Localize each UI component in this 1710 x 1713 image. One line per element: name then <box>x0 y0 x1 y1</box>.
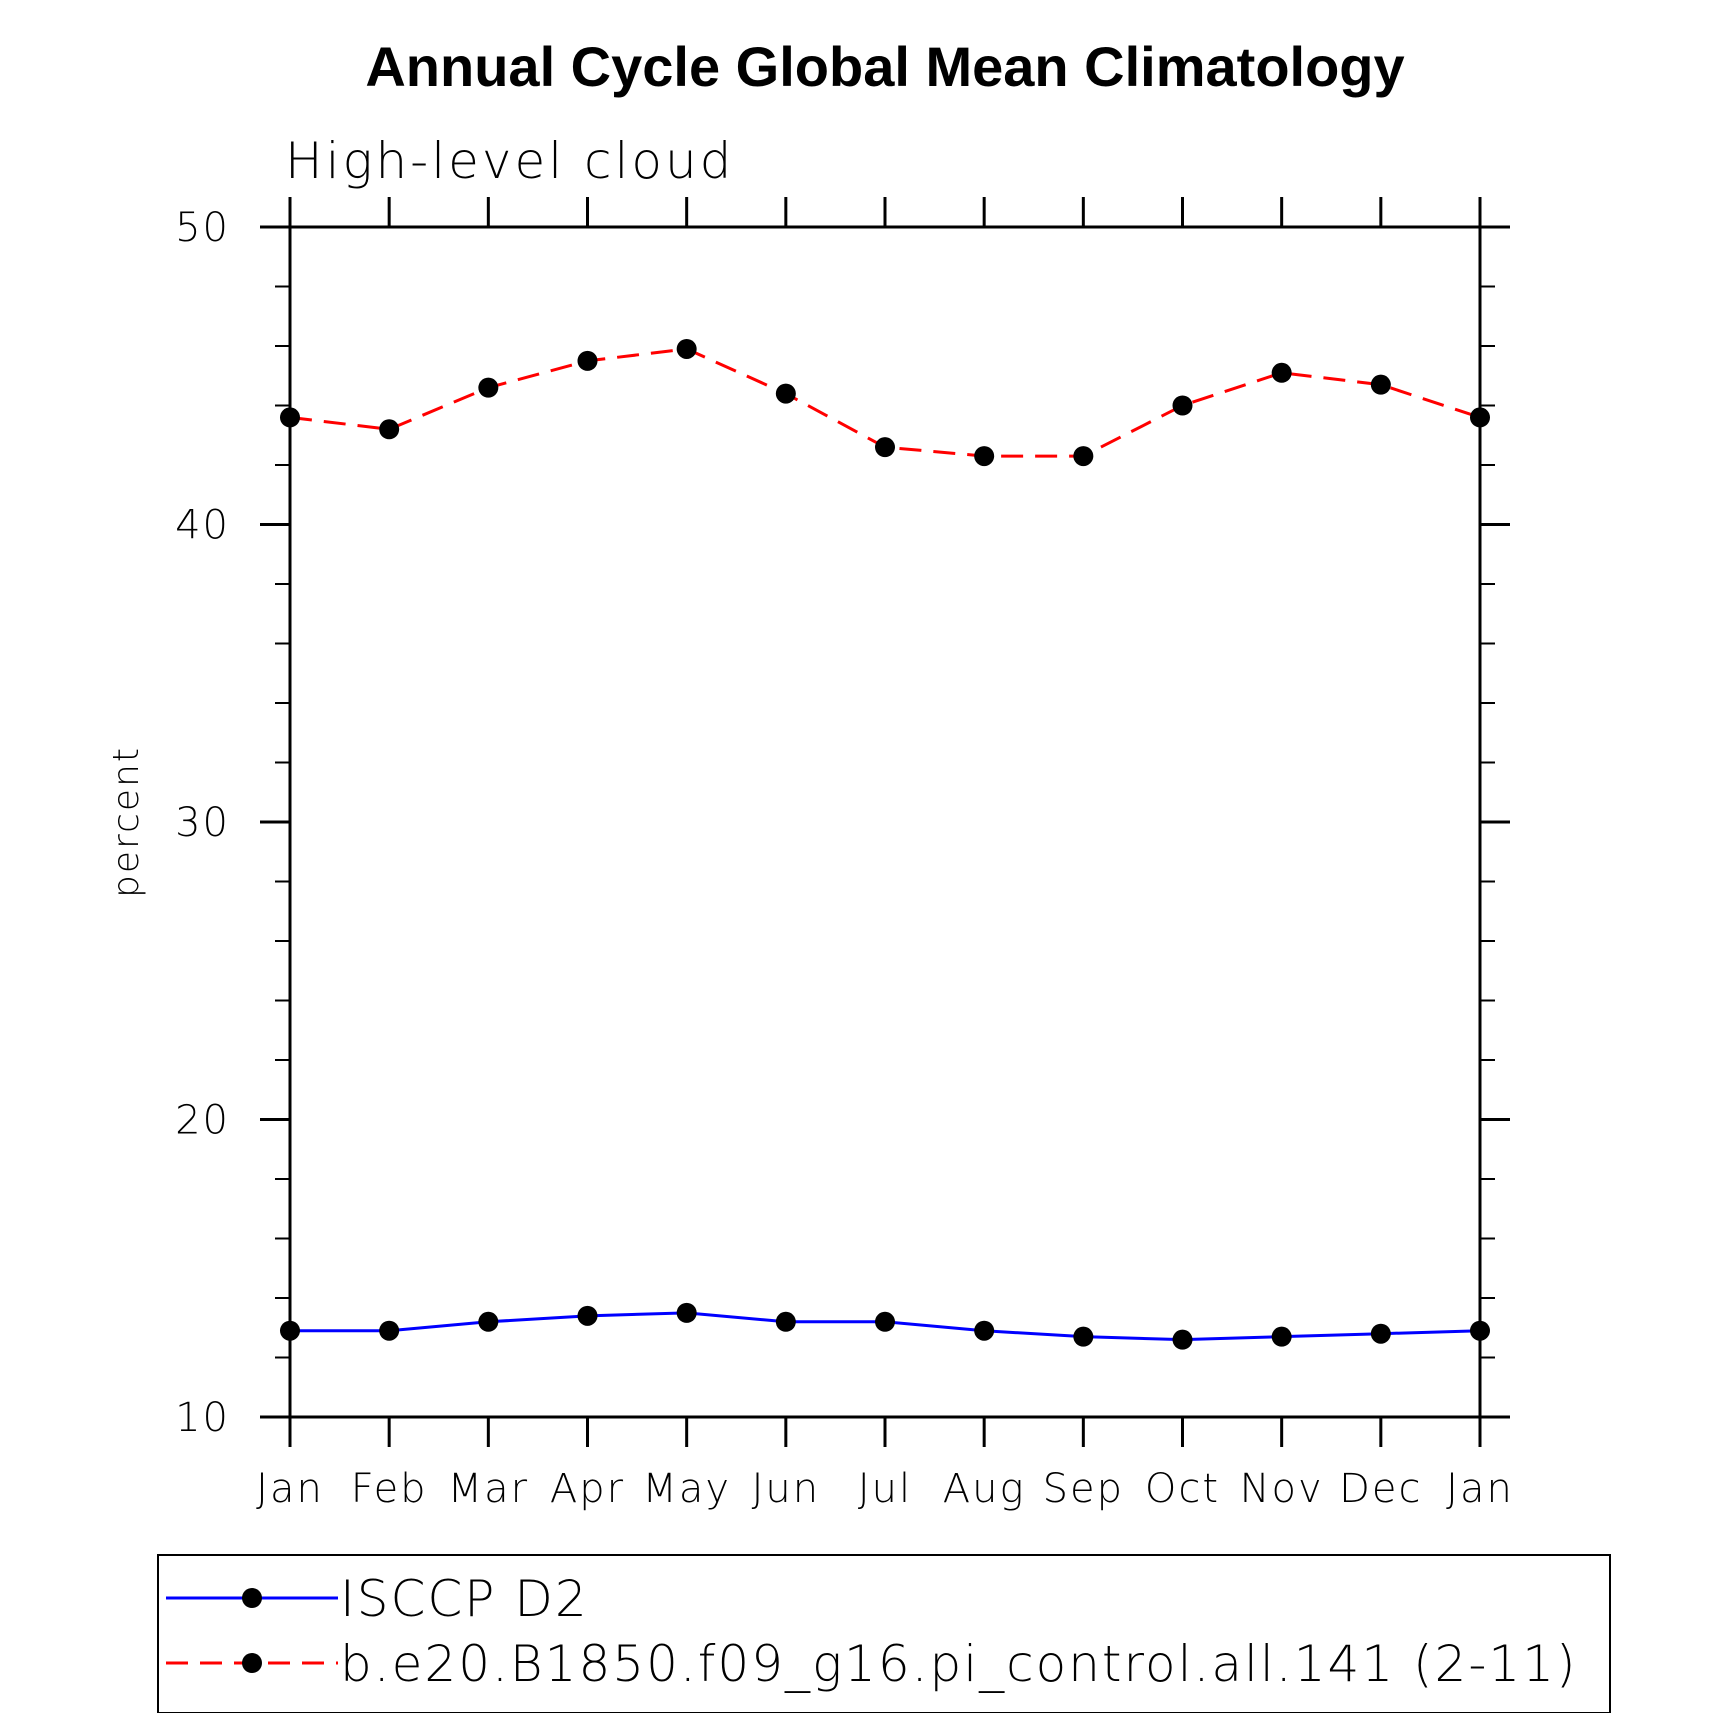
y-tick-label: 40 <box>175 503 230 549</box>
y-tick-label: 10 <box>175 1395 230 1441</box>
data-point <box>1073 446 1094 467</box>
x-tick-label: Jan <box>256 1466 324 1512</box>
chart-subtitle: High-level cloud <box>285 132 734 190</box>
legend-label-1: ISCCP D2 <box>340 1570 589 1628</box>
y-axis-label: percent <box>106 746 147 898</box>
legend-marker-2 <box>242 1653 262 1673</box>
data-point <box>577 1305 598 1326</box>
x-tick-label: Sep <box>1043 1466 1124 1512</box>
data-point <box>875 1311 895 1332</box>
data-point <box>1172 395 1193 416</box>
data-point <box>379 1320 400 1341</box>
x-tick-label: Jul <box>858 1466 912 1512</box>
y-tick-label: 20 <box>175 1098 230 1144</box>
legend: ISCCP D2 b.e20.B1850.f09_g16.pi_control.a… <box>157 1554 1611 1713</box>
x-tick-label: Mar <box>448 1466 529 1512</box>
data-point <box>974 446 995 467</box>
legend-label-2: b.e20.B1850.f09_g16.pi_control.all.141 (… <box>340 1635 1578 1693</box>
x-tick-label: Jan <box>1446 1466 1514 1512</box>
data-point <box>1271 362 1292 383</box>
plot-frame <box>288 225 1482 1419</box>
data-point <box>1370 374 1391 395</box>
data-point <box>577 350 598 371</box>
legend-box <box>157 1554 1611 1713</box>
x-tick-label: Jun <box>752 1466 821 1512</box>
data-point <box>379 419 400 440</box>
y-tick-label: 30 <box>175 800 230 846</box>
data-point <box>676 338 697 359</box>
data-point <box>1470 1320 1490 1341</box>
x-tick-label: Oct <box>1145 1466 1220 1512</box>
data-point <box>1370 1323 1391 1344</box>
data-point <box>478 377 499 398</box>
x-tick-label: Aug <box>943 1466 1026 1512</box>
chart-title: Annual Cycle Global Mean Climatology <box>365 35 1404 98</box>
x-tick-label: Apr <box>550 1466 625 1512</box>
data-point <box>1073 1326 1094 1347</box>
x-tick-label: Feb <box>351 1466 428 1512</box>
data-point <box>775 383 796 404</box>
data-point <box>280 1320 300 1341</box>
data-point <box>1172 1329 1193 1350</box>
y-tick-label: 50 <box>175 205 230 251</box>
x-tick-label: Nov <box>1240 1466 1324 1512</box>
data-point <box>775 1311 796 1332</box>
x-tick-label: May <box>642 1466 731 1512</box>
data-point <box>1271 1326 1292 1347</box>
legend-marker-1 <box>242 1588 262 1608</box>
data-point <box>875 437 895 458</box>
axis-ticks: Jan Feb Mar Apr May Jun Jul Aug Sep Oct Nov Dec Jan 1… <box>175 197 1514 1512</box>
data-point <box>974 1320 995 1341</box>
data-point <box>676 1302 697 1323</box>
x-tick-label: Dec <box>1339 1466 1422 1512</box>
data-point <box>1470 407 1490 428</box>
series-layer <box>280 338 1490 1350</box>
data-point <box>280 407 300 428</box>
data-point <box>478 1311 499 1332</box>
